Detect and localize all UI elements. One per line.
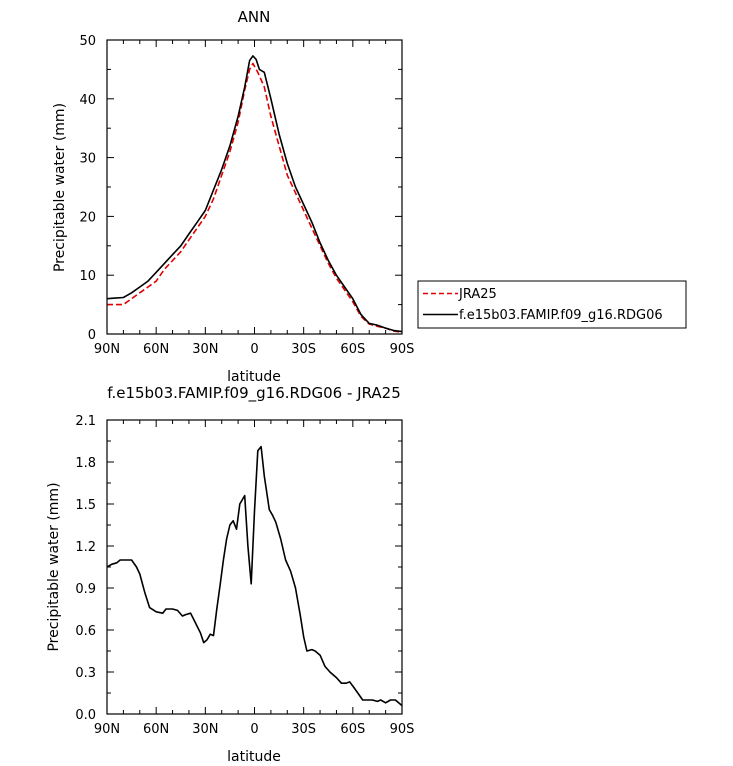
top-series-lines	[106, 55, 403, 333]
bottom-chart-title: f.e15b03.FAMIP.f09_g16.RDG06 - JRA25	[107, 384, 400, 403]
top-y-tick-label: 50	[79, 34, 96, 49]
top-y-axis-label: Precipitable water (mm)	[52, 103, 68, 272]
top-y-tick-label: 10	[79, 269, 96, 284]
bottom-y-tick-label: 0.0	[75, 708, 96, 723]
top-chart-title: ANN	[238, 8, 271, 26]
bottom-panel: f.e15b03.FAMIP.f09_g16.RDG06 - JRA25 Pre…	[46, 384, 414, 765]
legend-label-model: f.e15b03.FAMIP.f09_g16.RDG06	[459, 308, 663, 323]
bottom-x-tick-label: 0	[250, 722, 258, 737]
bottom-y-tick-label: 2.1	[75, 414, 96, 429]
top-y-tick-label: 0	[88, 328, 96, 343]
bottom-y-tick-label: 0.3	[75, 666, 96, 681]
top-series-line-1	[106, 55, 403, 333]
bottom-y-tick-label: 1.8	[75, 456, 96, 471]
top-x-tick-label: 60N	[143, 342, 169, 357]
top-y-tick-label: 30	[79, 152, 96, 167]
top-x-tick-label: 0	[250, 342, 258, 357]
bottom-axis-ticks	[106, 419, 403, 715]
top-x-tick-label: 90N	[94, 342, 120, 357]
top-x-tick-label: 60S	[340, 342, 365, 357]
bottom-series-line-0	[106, 445, 403, 707]
bottom-y-tick-label: 1.5	[75, 498, 96, 513]
top-x-tick-label: 90S	[390, 342, 415, 357]
top-x-axis-label: latitude	[227, 369, 281, 385]
bottom-plot-frame	[106, 419, 403, 715]
bottom-y-tick-label: 0.9	[75, 582, 96, 597]
bottom-x-axis-label: latitude	[227, 749, 281, 765]
top-x-tick-label: 30N	[192, 342, 218, 357]
bottom-x-tick-label: 30S	[291, 722, 316, 737]
bottom-y-axis-label: Precipitable water (mm)	[46, 482, 62, 651]
bottom-tick-labels: 90N 60N 30N 0 30S 60S 90S 0.0 0.3 0.6 0.9 1.2 1.5 1.8…	[75, 414, 414, 737]
legend: JRA25 f.e15b03.FAMIP.f09_g16.RDG06	[417, 280, 687, 329]
top-panel: ANN Precipitable water (mm) latitude 90N…	[52, 8, 687, 385]
top-series-line-0	[107, 62, 403, 333]
bottom-series-lines	[106, 445, 403, 707]
bottom-x-tick-label: 90S	[390, 722, 415, 737]
top-axis-ticks	[106, 39, 403, 335]
bottom-y-tick-label: 0.6	[75, 624, 96, 639]
top-tick-labels: 90N 60N 30N 0 30S 60S 90S 0 10 20 30 40 50	[79, 34, 414, 357]
top-y-tick-label: 40	[79, 93, 96, 108]
legend-box	[417, 280, 687, 329]
bottom-y-tick-label: 1.2	[75, 540, 96, 555]
bottom-x-tick-label: 30N	[192, 722, 218, 737]
bottom-x-tick-label: 60S	[340, 722, 365, 737]
bottom-x-tick-label: 60N	[143, 722, 169, 737]
top-x-tick-label: 30S	[291, 342, 316, 357]
legend-label-jra25: JRA25	[458, 287, 497, 302]
top-y-tick-label: 20	[79, 210, 96, 225]
bottom-x-tick-label: 90N	[94, 722, 120, 737]
top-plot-frame	[106, 39, 403, 335]
